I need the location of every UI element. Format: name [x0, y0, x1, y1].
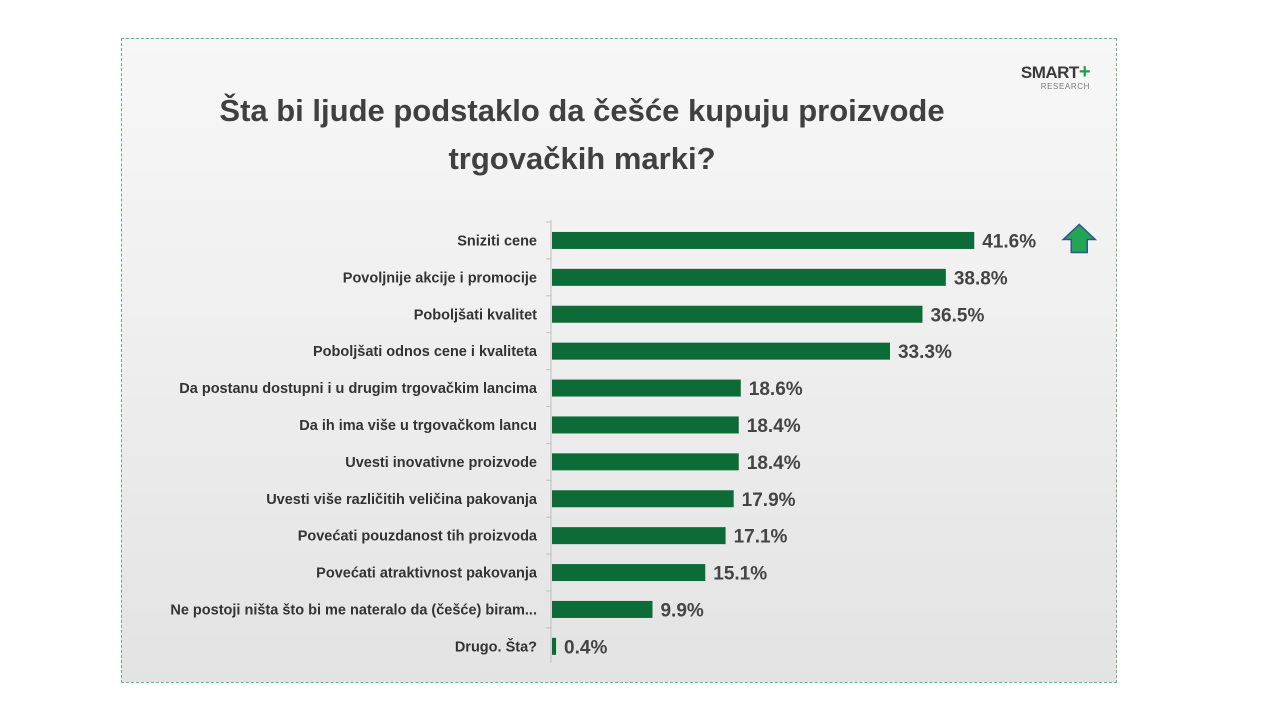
bar: [552, 637, 557, 655]
logo-text: SMART: [1020, 63, 1079, 82]
data-label: 18.4%: [747, 453, 801, 474]
data-label: 9.9%: [660, 600, 703, 621]
bar: [552, 379, 741, 397]
data-label: 38.8%: [954, 268, 1008, 289]
category-label: Povoljnije akcije i promocije: [343, 270, 537, 286]
bar: [552, 564, 706, 582]
logo-plus: +: [1078, 61, 1091, 83]
category-label: Povećati pouzdanost tih proizvoda: [298, 529, 538, 545]
category-label: Poboljšati odnos cene i kvaliteta: [313, 344, 538, 360]
title-line-1: Šta bi ljude podstaklo da češće kupuju p…: [219, 93, 945, 128]
smart-research-logo: SMART+ RESEARCH: [990, 61, 1091, 91]
category-label: Drugo. Šta?: [455, 637, 537, 655]
category-label: Povećati atraktivnost pakovanja: [316, 566, 538, 582]
category-label: Uvesti više različitih veličina pakovanj…: [266, 492, 538, 508]
category-label: Ne postoji ništa što bi me nateralo da (…: [170, 602, 537, 618]
data-label: 18.6%: [749, 379, 803, 400]
chart-title: Šta bi ljude podstaklo da češće kupuju p…: [122, 87, 1042, 183]
category-label: Uvesti inovativne proizvode: [345, 455, 537, 471]
bar: [552, 416, 739, 434]
category-label: Sniziti cene: [457, 233, 537, 249]
logo-subtext: RESEARCH: [1040, 82, 1090, 91]
bar: [552, 490, 734, 508]
data-label: 36.5%: [930, 305, 984, 326]
category-label: Da postanu dostupni i u drugim trgovački…: [179, 381, 538, 397]
bar: [552, 305, 923, 323]
data-label: 41.6%: [982, 231, 1036, 252]
data-label: 33.3%: [898, 342, 952, 363]
category-label: Da ih ima više u trgovačkom lancu: [299, 418, 537, 434]
data-label: 17.9%: [742, 490, 796, 511]
data-label: 18.4%: [747, 416, 801, 437]
bar: [552, 600, 653, 618]
bar: [552, 231, 975, 249]
data-label: 17.1%: [734, 527, 788, 548]
bar: [552, 342, 890, 360]
bar: [552, 453, 739, 471]
data-label: 15.1%: [713, 564, 767, 585]
bar: [552, 527, 726, 545]
category-label: Poboljšati kvalitet: [414, 307, 537, 323]
up-arrow-icon: [1061, 223, 1098, 254]
data-label: 0.4%: [564, 637, 607, 658]
bar: [552, 268, 946, 286]
title-line-2: trgovačkih marki?: [448, 141, 716, 176]
